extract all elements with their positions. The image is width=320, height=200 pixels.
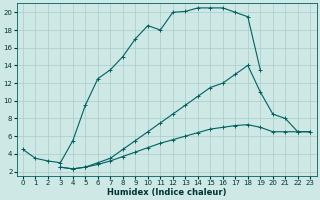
X-axis label: Humidex (Indice chaleur): Humidex (Indice chaleur) [107, 188, 226, 197]
